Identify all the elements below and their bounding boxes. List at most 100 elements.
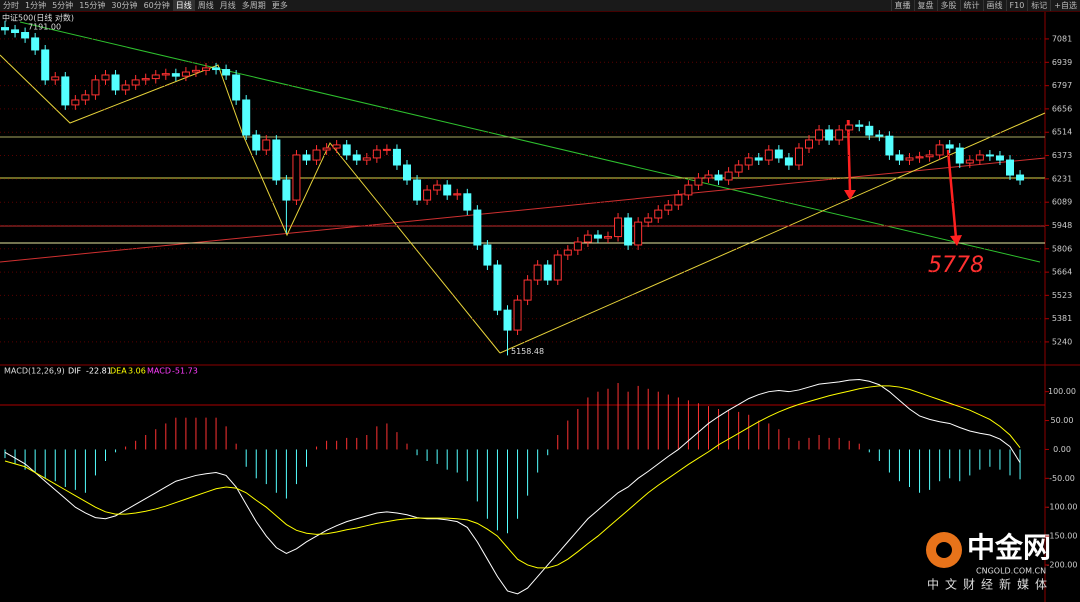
candle-body	[774, 149, 783, 159]
domain: CNGOLD.COM.CN	[976, 567, 1046, 576]
tab[interactable]: 日线	[172, 0, 195, 11]
y-tick-label: 7081	[1052, 34, 1072, 43]
tab[interactable]: 复盘	[913, 0, 937, 11]
y-tick-label: 5664	[1052, 268, 1072, 277]
candle-body	[995, 155, 1004, 161]
tab[interactable]: +自选	[1050, 0, 1080, 11]
tab[interactable]: F10	[1005, 0, 1028, 11]
y-tick-label: 5523	[1052, 291, 1072, 300]
tab[interactable]: 标记	[1027, 0, 1050, 11]
y-tick-label: 6514	[1052, 128, 1072, 137]
arrow	[946, 149, 958, 239]
candle-body	[543, 264, 552, 281]
candle-body	[242, 99, 251, 136]
legend-dea-value: 3.06	[128, 367, 146, 376]
candle-body	[372, 149, 381, 159]
candle-body	[945, 144, 954, 149]
candle-body	[292, 154, 301, 201]
candle-body	[975, 154, 984, 161]
candle-body	[212, 67, 221, 71]
tab[interactable]: 多股	[936, 0, 960, 11]
candle-body	[503, 309, 512, 331]
candle-body	[171, 73, 180, 77]
candle-body	[161, 73, 170, 76]
candle-body	[684, 184, 693, 196]
y-tick-label: 0.00	[1053, 445, 1071, 454]
candle-body	[433, 184, 442, 191]
tab[interactable]: 5分钟	[52, 1, 74, 10]
candle-body	[101, 74, 110, 81]
candle-body	[825, 129, 834, 141]
high-label: 7191.00	[28, 22, 61, 31]
candle-body	[322, 147, 331, 151]
candle-body	[202, 67, 210, 71]
tab[interactable]: 多周期	[241, 1, 266, 10]
y-tick-label: -200.00	[1047, 560, 1078, 569]
candle-body	[865, 125, 874, 136]
tab[interactable]: 分时	[3, 1, 19, 10]
candle-body	[855, 124, 864, 127]
candle-body	[453, 193, 462, 196]
tool-tabs: 直播 复盘 多股 统计 画线 F10 标记 +自选	[890, 0, 1080, 11]
candle-body	[583, 234, 592, 243]
candle-body	[332, 144, 341, 149]
candle-body	[734, 164, 743, 173]
candle-body	[1006, 159, 1014, 176]
y-tick-label: 5948	[1052, 221, 1072, 230]
tab[interactable]: 画线	[982, 0, 1006, 11]
candle-body	[573, 241, 582, 251]
period-tabs: 分时 1分钟 5分钟 15分钟 30分钟 60分钟 日线 周线 月线 多周期 更多	[0, 0, 291, 11]
candle-body	[805, 139, 813, 149]
candle-body	[222, 69, 231, 76]
tab[interactable]: 统计	[959, 0, 983, 11]
tab[interactable]: 30分钟	[111, 1, 138, 10]
candle-body	[714, 174, 723, 181]
trend-line	[499, 112, 1046, 354]
candle-body	[11, 29, 20, 34]
tab[interactable]: 月线	[219, 1, 236, 10]
candle-body	[935, 144, 944, 156]
candle-body	[272, 139, 281, 181]
y-tick-label: 6939	[1052, 58, 1072, 67]
candle-body	[463, 193, 472, 211]
tab[interactable]: 15分钟	[79, 1, 106, 10]
candle-body	[51, 76, 60, 81]
arrow-head	[844, 190, 856, 200]
candle-body	[181, 71, 190, 77]
tab[interactable]: 1分钟	[25, 1, 47, 10]
candle-body	[955, 147, 964, 164]
handwritten-note: 5778	[928, 253, 984, 278]
tab[interactable]: 60分钟	[143, 1, 170, 10]
low-label: 5158.48	[511, 347, 544, 356]
candle-body	[624, 217, 633, 246]
candle-body	[794, 147, 803, 166]
candle-body	[232, 74, 241, 101]
y-tick-label: 6089	[1052, 198, 1072, 207]
legend-macd-value: -51.73	[172, 367, 198, 376]
candle-body	[553, 254, 562, 281]
slogan: 中文财经新媒体	[927, 577, 1053, 592]
trend-line	[19, 21, 1041, 263]
y-tick-label: 5381	[1052, 314, 1072, 323]
candle-body	[91, 79, 100, 96]
tab[interactable]: 周线	[197, 1, 214, 10]
candle-body	[1, 27, 9, 31]
y-tick-label: 6231	[1052, 174, 1072, 183]
watermark: 中金网 CNGOLD.COM.CN 中文财经新媒体	[926, 531, 1053, 592]
y-tick-label: -50.00	[1049, 474, 1075, 483]
macd-line	[4, 379, 1021, 595]
macd-title: MACD(12,26,9)	[4, 367, 65, 376]
candle-body	[614, 217, 623, 238]
logo	[936, 542, 952, 558]
toolbar: 分时 1分钟 5分钟 15分钟 30分钟 60分钟 日线 周线 月线 多周期 更多 直播 复盘 多股 统计…	[0, 0, 1080, 12]
candle-body	[925, 154, 934, 158]
candle-body	[654, 209, 663, 219]
candle-body	[985, 154, 994, 157]
candle-body	[704, 174, 713, 179]
tab[interactable]: 更多	[271, 1, 288, 10]
y-tick-label: 100.00	[1048, 387, 1076, 396]
candle-body	[392, 148, 401, 166]
tab[interactable]: 直播	[890, 0, 914, 11]
legend-dif: DIF	[68, 367, 82, 376]
